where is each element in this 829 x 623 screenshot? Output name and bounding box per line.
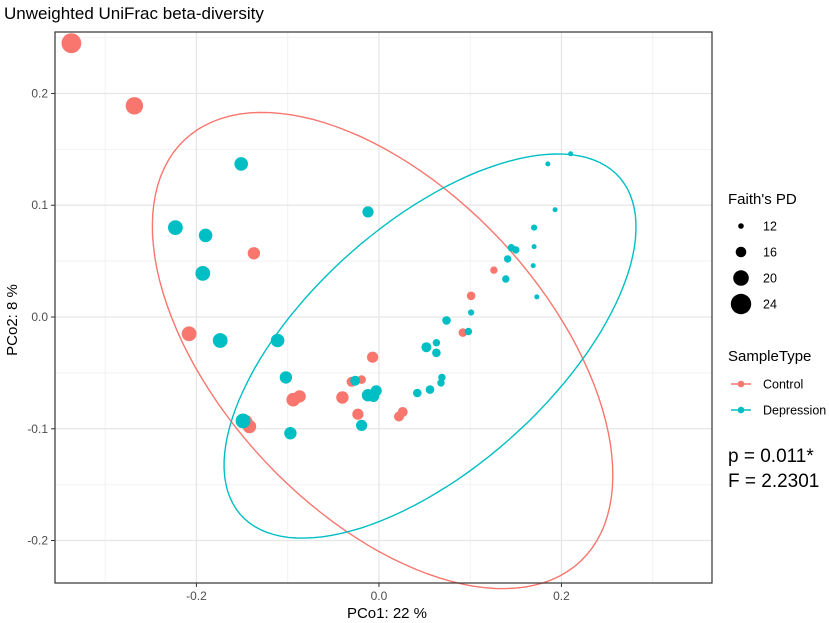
point-control xyxy=(61,33,82,54)
point-depression xyxy=(534,294,540,300)
size-legend-key xyxy=(733,270,749,286)
point-depression xyxy=(568,151,574,157)
point-depression xyxy=(195,266,211,281)
point-control xyxy=(247,247,261,260)
y-tick-label: -0.1 xyxy=(27,422,48,436)
size-legend-label: 12 xyxy=(763,220,777,234)
point-control xyxy=(286,392,301,407)
point-depression xyxy=(438,373,446,382)
point-control xyxy=(336,391,349,404)
x-axis-label: PCo1: 22 % xyxy=(347,605,427,622)
point-control xyxy=(397,407,408,417)
color-legend-label: Control xyxy=(763,378,803,392)
point-control xyxy=(181,326,197,342)
point-depression xyxy=(421,342,432,353)
x-tick-label: 0.2 xyxy=(553,589,570,603)
point-depression xyxy=(502,275,510,283)
point-depression xyxy=(552,207,558,213)
x-tick-label: -0.2 xyxy=(186,589,207,603)
point-depression xyxy=(350,375,361,386)
size-legend-label: 24 xyxy=(763,298,777,312)
plot-panel xyxy=(54,31,713,590)
size-legend-label: 20 xyxy=(763,272,777,286)
point-depression xyxy=(198,228,213,243)
y-tick-label: 0.1 xyxy=(31,198,48,212)
point-depression xyxy=(212,333,228,348)
ellipse-depression xyxy=(223,153,637,539)
panel-background xyxy=(55,32,712,583)
size-legend: Faith's PD 12 16 20 24 xyxy=(728,191,797,315)
p-value-annotation: p = 0.011* xyxy=(728,446,814,467)
x-axis-ticks: -0.2 0.0 0.2 xyxy=(186,583,570,603)
point-depression xyxy=(437,379,445,387)
series-depression xyxy=(168,151,574,440)
f-stat-annotation: F = 2.2301 xyxy=(728,471,819,492)
ellipse-control xyxy=(151,111,614,590)
chart-title: Unweighted UniFrac beta-diversity xyxy=(4,4,264,23)
y-axis-ticks: -0.2 -0.1 0.0 0.1 0.2 xyxy=(27,86,55,548)
point-depression xyxy=(503,255,512,263)
size-legend-title: Faith's PD xyxy=(728,191,797,208)
point-control xyxy=(125,97,144,115)
point-depression xyxy=(531,224,538,231)
point-depression xyxy=(367,390,380,402)
point-depression xyxy=(442,316,451,325)
point-depression xyxy=(545,161,551,167)
point-control xyxy=(466,291,476,301)
size-legend-key xyxy=(738,223,744,229)
point-depression xyxy=(234,157,248,171)
y-tick-label: -0.2 xyxy=(27,534,48,548)
point-depression xyxy=(168,220,183,236)
point-depression xyxy=(425,385,435,394)
y-tick-label: 0.2 xyxy=(31,86,48,100)
point-depression xyxy=(279,371,293,384)
color-legend-title: SampleType xyxy=(728,348,811,365)
point-depression xyxy=(468,309,475,316)
y-axis-label: PCo2: 8 % xyxy=(4,284,21,356)
point-depression xyxy=(356,419,368,431)
color-legend-key xyxy=(737,380,745,388)
point-depression xyxy=(362,206,374,218)
x-tick-label: 0.0 xyxy=(371,589,388,603)
point-depression xyxy=(512,246,520,254)
color-legend-key xyxy=(737,406,745,414)
point-control xyxy=(367,351,379,363)
y-tick-label: 0.0 xyxy=(31,310,48,324)
point-depression xyxy=(531,244,537,250)
size-legend-key xyxy=(730,293,752,315)
point-depression xyxy=(530,263,536,269)
point-control xyxy=(352,408,364,420)
color-legend-label: Depression xyxy=(763,404,826,418)
size-legend-key xyxy=(735,246,747,258)
point-depression xyxy=(432,339,441,347)
point-depression xyxy=(432,348,441,358)
point-control xyxy=(490,266,498,274)
panel-border xyxy=(54,31,713,584)
point-depression xyxy=(270,333,285,348)
size-legend-label: 16 xyxy=(763,246,777,260)
point-depression xyxy=(464,327,473,336)
color-legend: SampleType Control Depression xyxy=(728,348,826,418)
point-depression xyxy=(284,427,297,440)
point-depression xyxy=(235,413,251,429)
point-depression xyxy=(413,388,422,398)
